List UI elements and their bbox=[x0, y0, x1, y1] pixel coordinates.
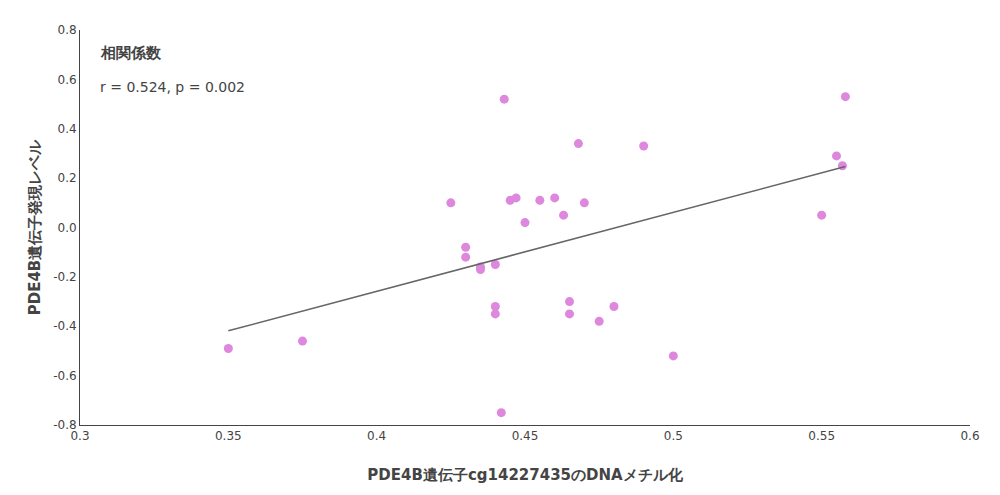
svg-text:0.35: 0.35 bbox=[215, 429, 242, 443]
svg-text:0.45: 0.45 bbox=[512, 429, 539, 443]
svg-text:-0.4: -0.4 bbox=[53, 319, 76, 333]
svg-text:0.2: 0.2 bbox=[58, 171, 77, 185]
svg-text:-0.2: -0.2 bbox=[53, 270, 76, 284]
svg-text:0.8: 0.8 bbox=[58, 23, 77, 37]
svg-text:PDE4B遺伝子cg14227435のDNAメチル化: PDE4B遺伝子cg14227435のDNAメチル化 bbox=[367, 466, 683, 484]
svg-text:0.5: 0.5 bbox=[664, 429, 683, 443]
svg-text:0.4: 0.4 bbox=[58, 122, 77, 136]
svg-text:0.3: 0.3 bbox=[70, 429, 89, 443]
svg-text:-0.6: -0.6 bbox=[53, 369, 76, 383]
svg-text:相関係数: 相関係数 bbox=[100, 44, 162, 62]
svg-text:0.6: 0.6 bbox=[960, 429, 979, 443]
svg-text:-0.8: -0.8 bbox=[53, 418, 76, 432]
svg-text:0.4: 0.4 bbox=[367, 429, 386, 443]
svg-text:0.0: 0.0 bbox=[58, 221, 77, 235]
svg-text:r = 0.524, p = 0.002: r = 0.524, p = 0.002 bbox=[100, 79, 245, 95]
svg-text:0.6: 0.6 bbox=[58, 73, 77, 87]
svg-text:0.55: 0.55 bbox=[808, 429, 835, 443]
svg-text:PDE4B遺伝子発現レベル: PDE4B遺伝子発現レベル bbox=[26, 139, 44, 316]
